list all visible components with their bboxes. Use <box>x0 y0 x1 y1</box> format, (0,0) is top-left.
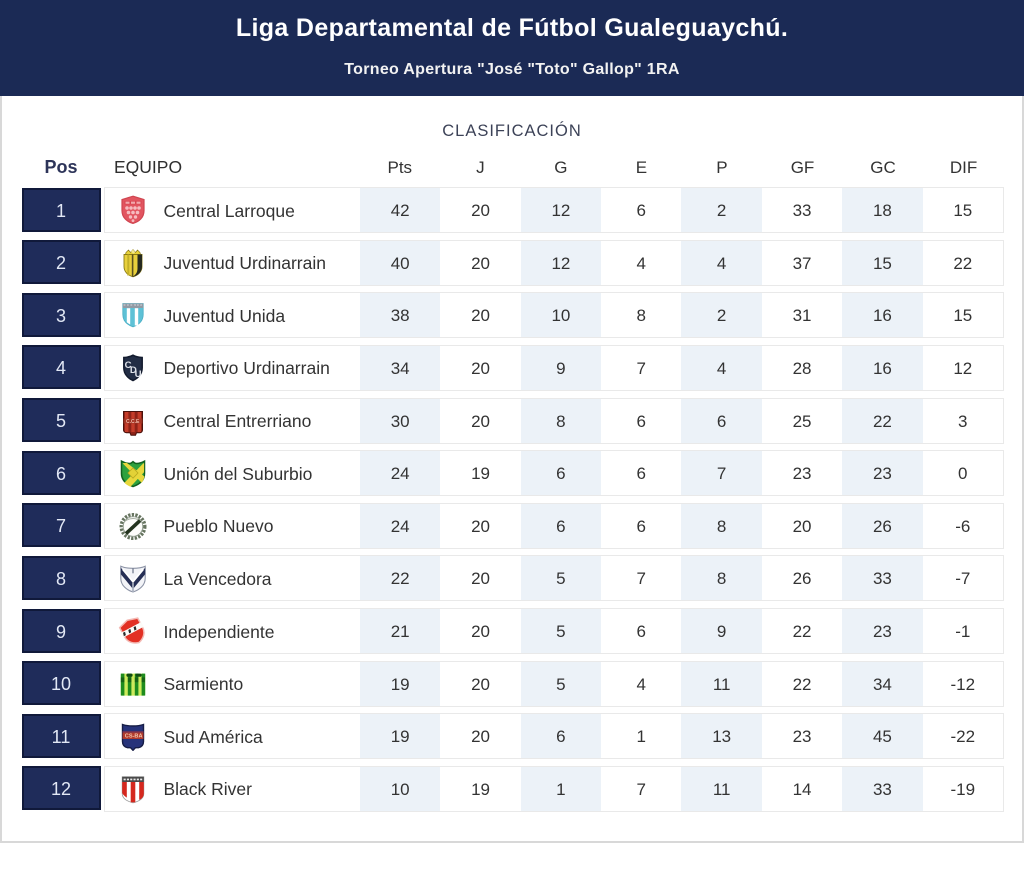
svg-text:U: U <box>134 369 141 380</box>
svg-text:C: C <box>124 360 131 371</box>
svg-text:D: D <box>129 365 136 376</box>
svg-text:C.C.E: C.C.E <box>126 418 140 424</box>
svg-text:CS-BA: CS-BA <box>124 734 142 740</box>
